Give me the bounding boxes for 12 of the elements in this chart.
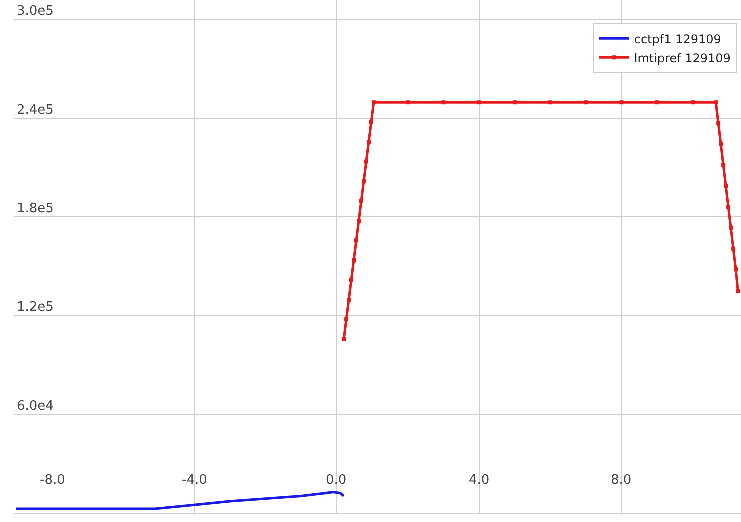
y-tick-label: 6.0e4 xyxy=(17,398,54,414)
y-tick-label: 2.4e5 xyxy=(17,102,54,118)
legend-label: cctpf1 129109 xyxy=(634,32,722,46)
y-tick-label: 1.8e5 xyxy=(17,201,54,216)
x-tick-label: 0.0 xyxy=(326,473,347,488)
x-tick-label: -4.0 xyxy=(182,473,208,488)
y-tick-label: 1.2e5 xyxy=(17,300,54,316)
y-tick-label: 3.0e5 xyxy=(17,4,54,20)
legend-label: lmtipref 129109 xyxy=(634,51,731,66)
x-tick-label: 8.0 xyxy=(611,473,632,488)
x-tick-label: -8.0 xyxy=(40,473,66,488)
x-tick-label: 4.0 xyxy=(469,473,490,488)
